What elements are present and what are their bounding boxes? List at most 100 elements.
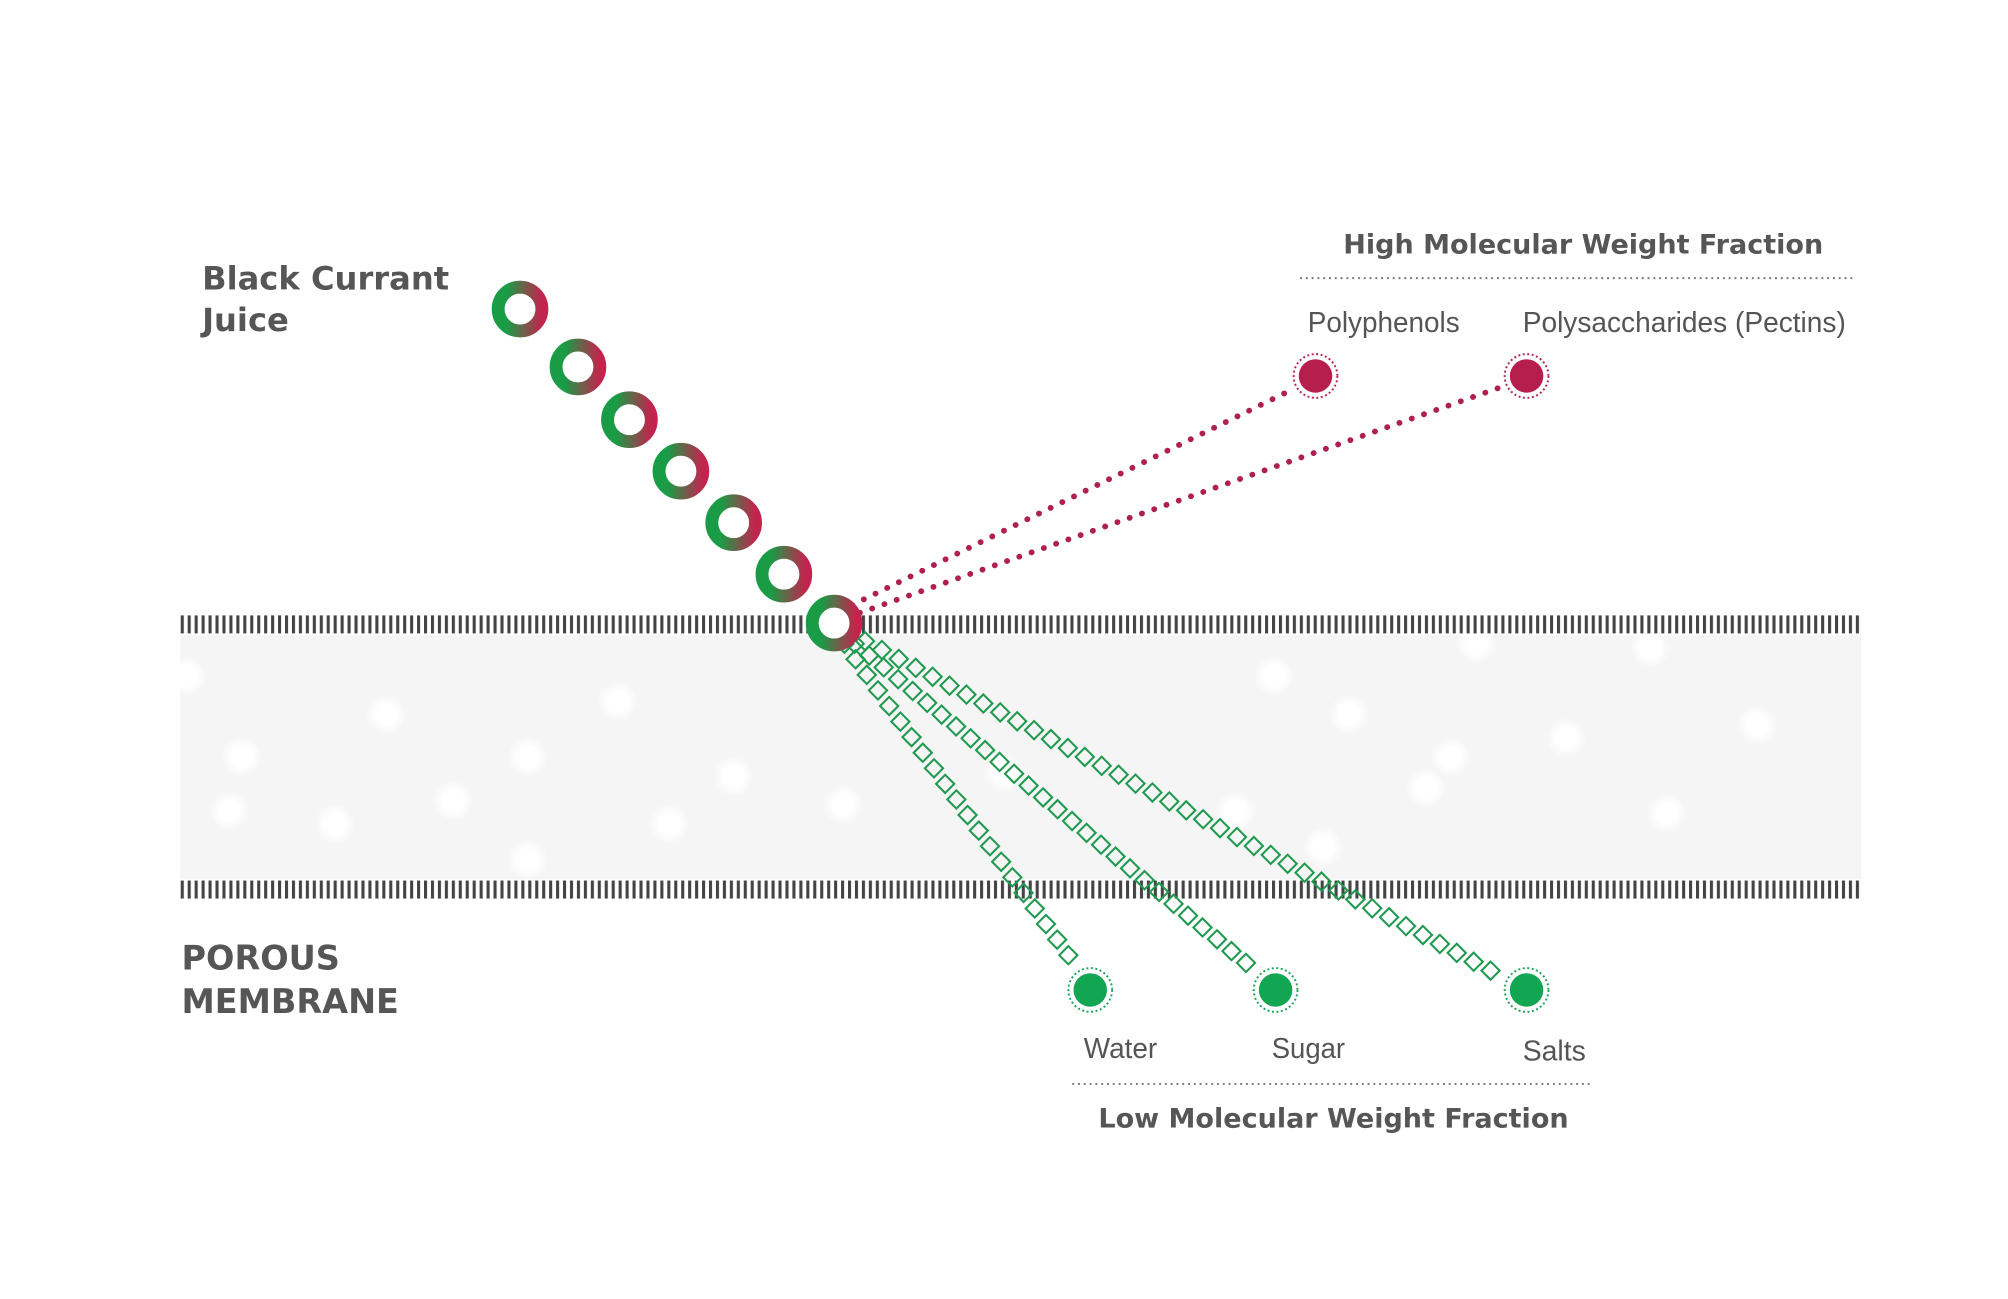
chain-link: [1091, 755, 1113, 777]
chain-link: [901, 726, 923, 748]
chain-link: [1378, 906, 1400, 928]
chain-link: [1463, 951, 1485, 973]
chain-link: [1023, 719, 1045, 741]
chain-link: [1035, 913, 1057, 935]
pore: [1430, 736, 1472, 778]
chain-link: [902, 680, 924, 702]
chain-link: [931, 704, 953, 726]
pore: [432, 780, 474, 822]
particle: [1509, 973, 1544, 1007]
dotted-path: [849, 385, 1297, 608]
pore: [822, 784, 864, 826]
high-fraction-title: High Molecular Weight Fraction: [1343, 230, 1823, 261]
chain-link: [1206, 928, 1228, 950]
chain-link: [1090, 834, 1112, 856]
pore: [1328, 693, 1370, 736]
item-label: Sugar: [1272, 1032, 1345, 1064]
item-label: Polysaccharides (Pectins): [1523, 306, 1846, 338]
input-label: Black Currant: [202, 260, 449, 298]
juice-particle: [755, 545, 813, 603]
particle-halo: [1503, 353, 1550, 399]
juice-particle: [705, 494, 763, 552]
juice-particle: [491, 280, 549, 338]
item-label: Polyphenols: [1308, 306, 1460, 338]
chain-link: [1175, 799, 1197, 821]
particle-halo: [1292, 353, 1339, 399]
membrane-pores: [166, 623, 1778, 881]
membrane-band: [180, 634, 1862, 880]
chain-link: [1104, 845, 1127, 868]
chain-link: [1446, 942, 1468, 964]
pore: [648, 803, 690, 845]
chain-link: [1013, 882, 1035, 904]
pore: [1215, 790, 1257, 832]
chain-link: [1001, 866, 1023, 888]
chain-link: [1046, 929, 1068, 951]
chain-link: [1209, 817, 1231, 839]
flows: [833, 353, 1550, 1013]
chain-link: [1294, 862, 1316, 884]
chain-link: [934, 773, 956, 795]
pore: [365, 693, 407, 736]
chain-link: [1260, 844, 1282, 866]
chain-link: [1024, 897, 1046, 920]
chain-link: [1119, 857, 1141, 879]
chain-link: [1061, 810, 1083, 832]
chain-link: [960, 727, 982, 749]
dotted-path: [856, 383, 1507, 616]
chain-link: [1074, 746, 1096, 768]
chain-link: [1158, 790, 1180, 812]
chain-link: [856, 664, 878, 686]
chain-link: [1076, 822, 1098, 844]
chain-link: [1277, 853, 1299, 875]
chain-link: [1344, 888, 1366, 910]
membrane-edge-bottom: [180, 880, 1862, 899]
chain-link: [979, 835, 1001, 857]
particle: [1298, 359, 1333, 393]
chain-link: [1177, 905, 1199, 927]
chain-link: [889, 711, 911, 733]
chain-link: [1141, 781, 1163, 804]
chain-link: [955, 684, 977, 706]
chain-link: [1057, 737, 1079, 759]
pore: [507, 839, 549, 881]
chain-link: [1191, 916, 1214, 939]
pore: [166, 655, 208, 697]
chain-link: [854, 630, 876, 652]
chain-link: [922, 666, 944, 688]
juice-particles: [491, 280, 863, 652]
chain-link: [968, 820, 990, 842]
particle-halo: [1067, 967, 1114, 1013]
pore: [713, 755, 755, 797]
pore: [597, 681, 639, 723]
pore: [1545, 717, 1588, 759]
chain-link: [945, 788, 967, 811]
chain-link: [1429, 933, 1451, 955]
particle-halo: [1252, 967, 1299, 1013]
particle: [1073, 973, 1107, 1007]
juice-particle: [549, 338, 607, 396]
chain-link: [1220, 940, 1243, 962]
particle: [1258, 973, 1293, 1007]
low-fraction-title: Low Molecular Weight Fraction: [1098, 1104, 1568, 1135]
chain-link: [1479, 960, 1502, 982]
chain-link: [1124, 773, 1147, 795]
pore: [208, 790, 250, 832]
pore: [1736, 704, 1778, 746]
pore: [1646, 793, 1688, 835]
chain-link: [957, 804, 979, 826]
chain-link: [916, 692, 938, 714]
chain-link: [945, 715, 967, 738]
chain-link: [1412, 924, 1434, 946]
chain-link: [1018, 775, 1040, 797]
chain-link: [923, 757, 945, 779]
chain-link: [1133, 869, 1156, 891]
chain-link: [1226, 826, 1248, 848]
chain-link: [1327, 879, 1349, 902]
chain-link: [1006, 710, 1028, 732]
chain-link: [871, 639, 893, 661]
membrane-label: POROUS: [181, 938, 339, 977]
membrane-label: MEMBRANE: [181, 982, 398, 1021]
chain-link: [1108, 764, 1130, 786]
